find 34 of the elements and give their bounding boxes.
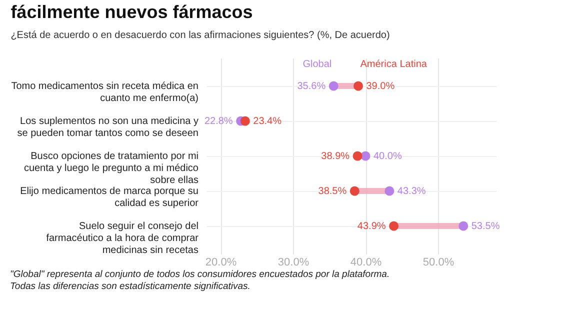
data-label: 43.3%: [397, 186, 426, 197]
point: [360, 151, 370, 161]
y-tick-label: Elijo medicamentos de marca porque su calidad es superior: [20, 186, 200, 209]
chart-subtitle: ¿Está de acuerdo o en desacuerdo con las afirmaciones siguientes? (%, De acuerdo): [10, 30, 390, 41]
point: [458, 221, 468, 231]
point: [352, 151, 362, 161]
point: [328, 81, 338, 91]
x-tick-label: 30.0%: [278, 256, 310, 268]
data-label: 40.0%: [374, 151, 402, 162]
point: [384, 186, 394, 196]
y-tick-label: Los suplementos no son una medicina y se pueden tomar tantos como se deseen: [17, 116, 198, 139]
data-label: 39.0%: [366, 81, 395, 92]
chart-title: fácilmente nuevos fármacos: [10, 2, 253, 22]
point: [240, 116, 250, 126]
data-label: 35.6%: [297, 81, 326, 92]
x-tick-label: 20.0%: [205, 256, 237, 268]
x-tick-label: 50.0%: [422, 256, 454, 268]
point: [389, 221, 399, 231]
y-tick-label: Tomo medicamentos sin receta médica en cuanto me enfermo(a): [11, 81, 198, 104]
data-label: 38.9%: [321, 151, 350, 162]
data-label: 53.5%: [471, 221, 500, 232]
y-tick-label: Suelo seguir el consejo del farmacéutico a la hora de comprar medicinas sin recetas: [46, 221, 200, 256]
y-tick-label: Busco opciones de tratamiento por mi cuenta y luego le pregunto a mi médico sobre ellas: [24, 151, 199, 186]
point: [354, 81, 363, 91]
series-label: Global: [302, 59, 332, 70]
data-label: 43.9%: [357, 221, 386, 232]
data-label: 22.8%: [204, 116, 233, 127]
text: Todas las diferencias son estadísticamente significativas.: [10, 281, 252, 293]
x-tick-label: 40.0%: [350, 256, 382, 268]
data-label: 23.4%: [253, 116, 282, 127]
series-label: América Latina: [360, 59, 428, 70]
text: "Global" representa al conjunto de todos los consumidores encuestados por la plataforma.: [10, 269, 391, 281]
point: [350, 186, 360, 196]
data-label: 38.5%: [318, 186, 347, 197]
